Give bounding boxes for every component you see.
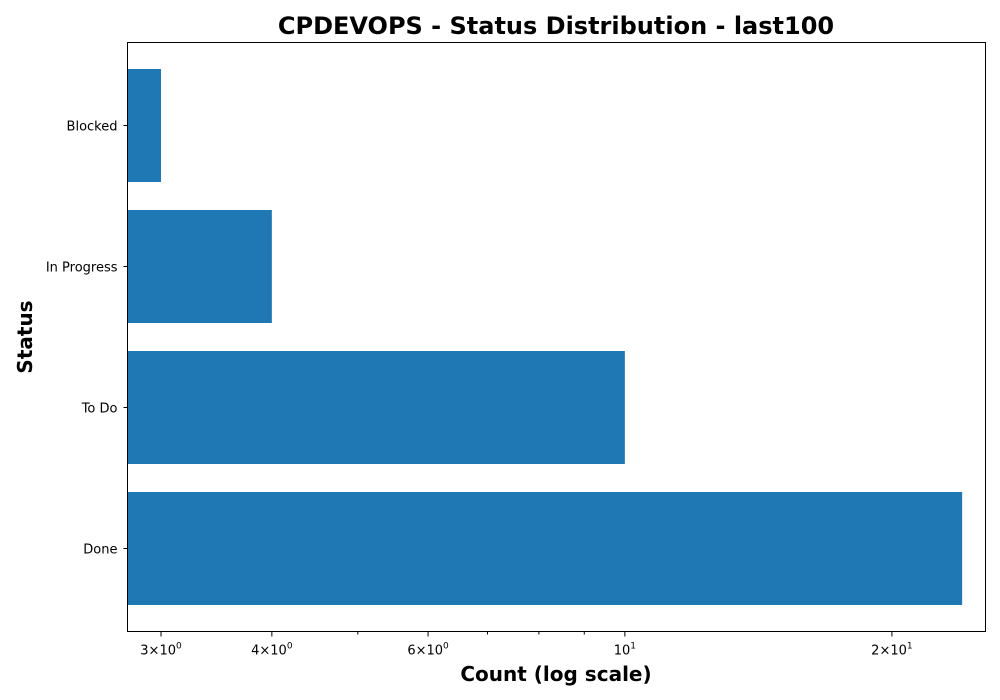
- bars-layer: [127, 69, 963, 605]
- plot-area: [127, 42, 986, 632]
- chart-title: CPDEVOPS - Status Distribution - last100: [278, 12, 834, 40]
- x-tick-label: 4×100: [251, 642, 293, 659]
- plot-frame: [127, 42, 986, 632]
- y-tick-label-to-do: To Do: [81, 402, 118, 417]
- bar-in-progress: [127, 210, 272, 323]
- y-axis: Done To Do In Progress Blocked: [46, 120, 128, 558]
- x-tick-label: 6×100: [407, 642, 449, 659]
- bar-blocked: [127, 69, 162, 182]
- x-axis: 3×100 4×100 6×100 101 2×101: [140, 631, 913, 659]
- bar-to-do: [127, 351, 625, 464]
- y-tick-label-done: Done: [83, 543, 117, 558]
- x-tick-label: 3×100: [140, 642, 182, 659]
- x-tick-label: 101: [614, 642, 636, 659]
- x-axis-label: Count (log scale): [460, 662, 651, 686]
- x-tick-label: 2×101: [871, 642, 912, 659]
- bar-done: [127, 492, 963, 605]
- y-tick-label-in-progress: In Progress: [46, 261, 118, 276]
- y-axis-label: Status: [13, 300, 37, 373]
- y-tick-label-blocked: Blocked: [67, 120, 118, 135]
